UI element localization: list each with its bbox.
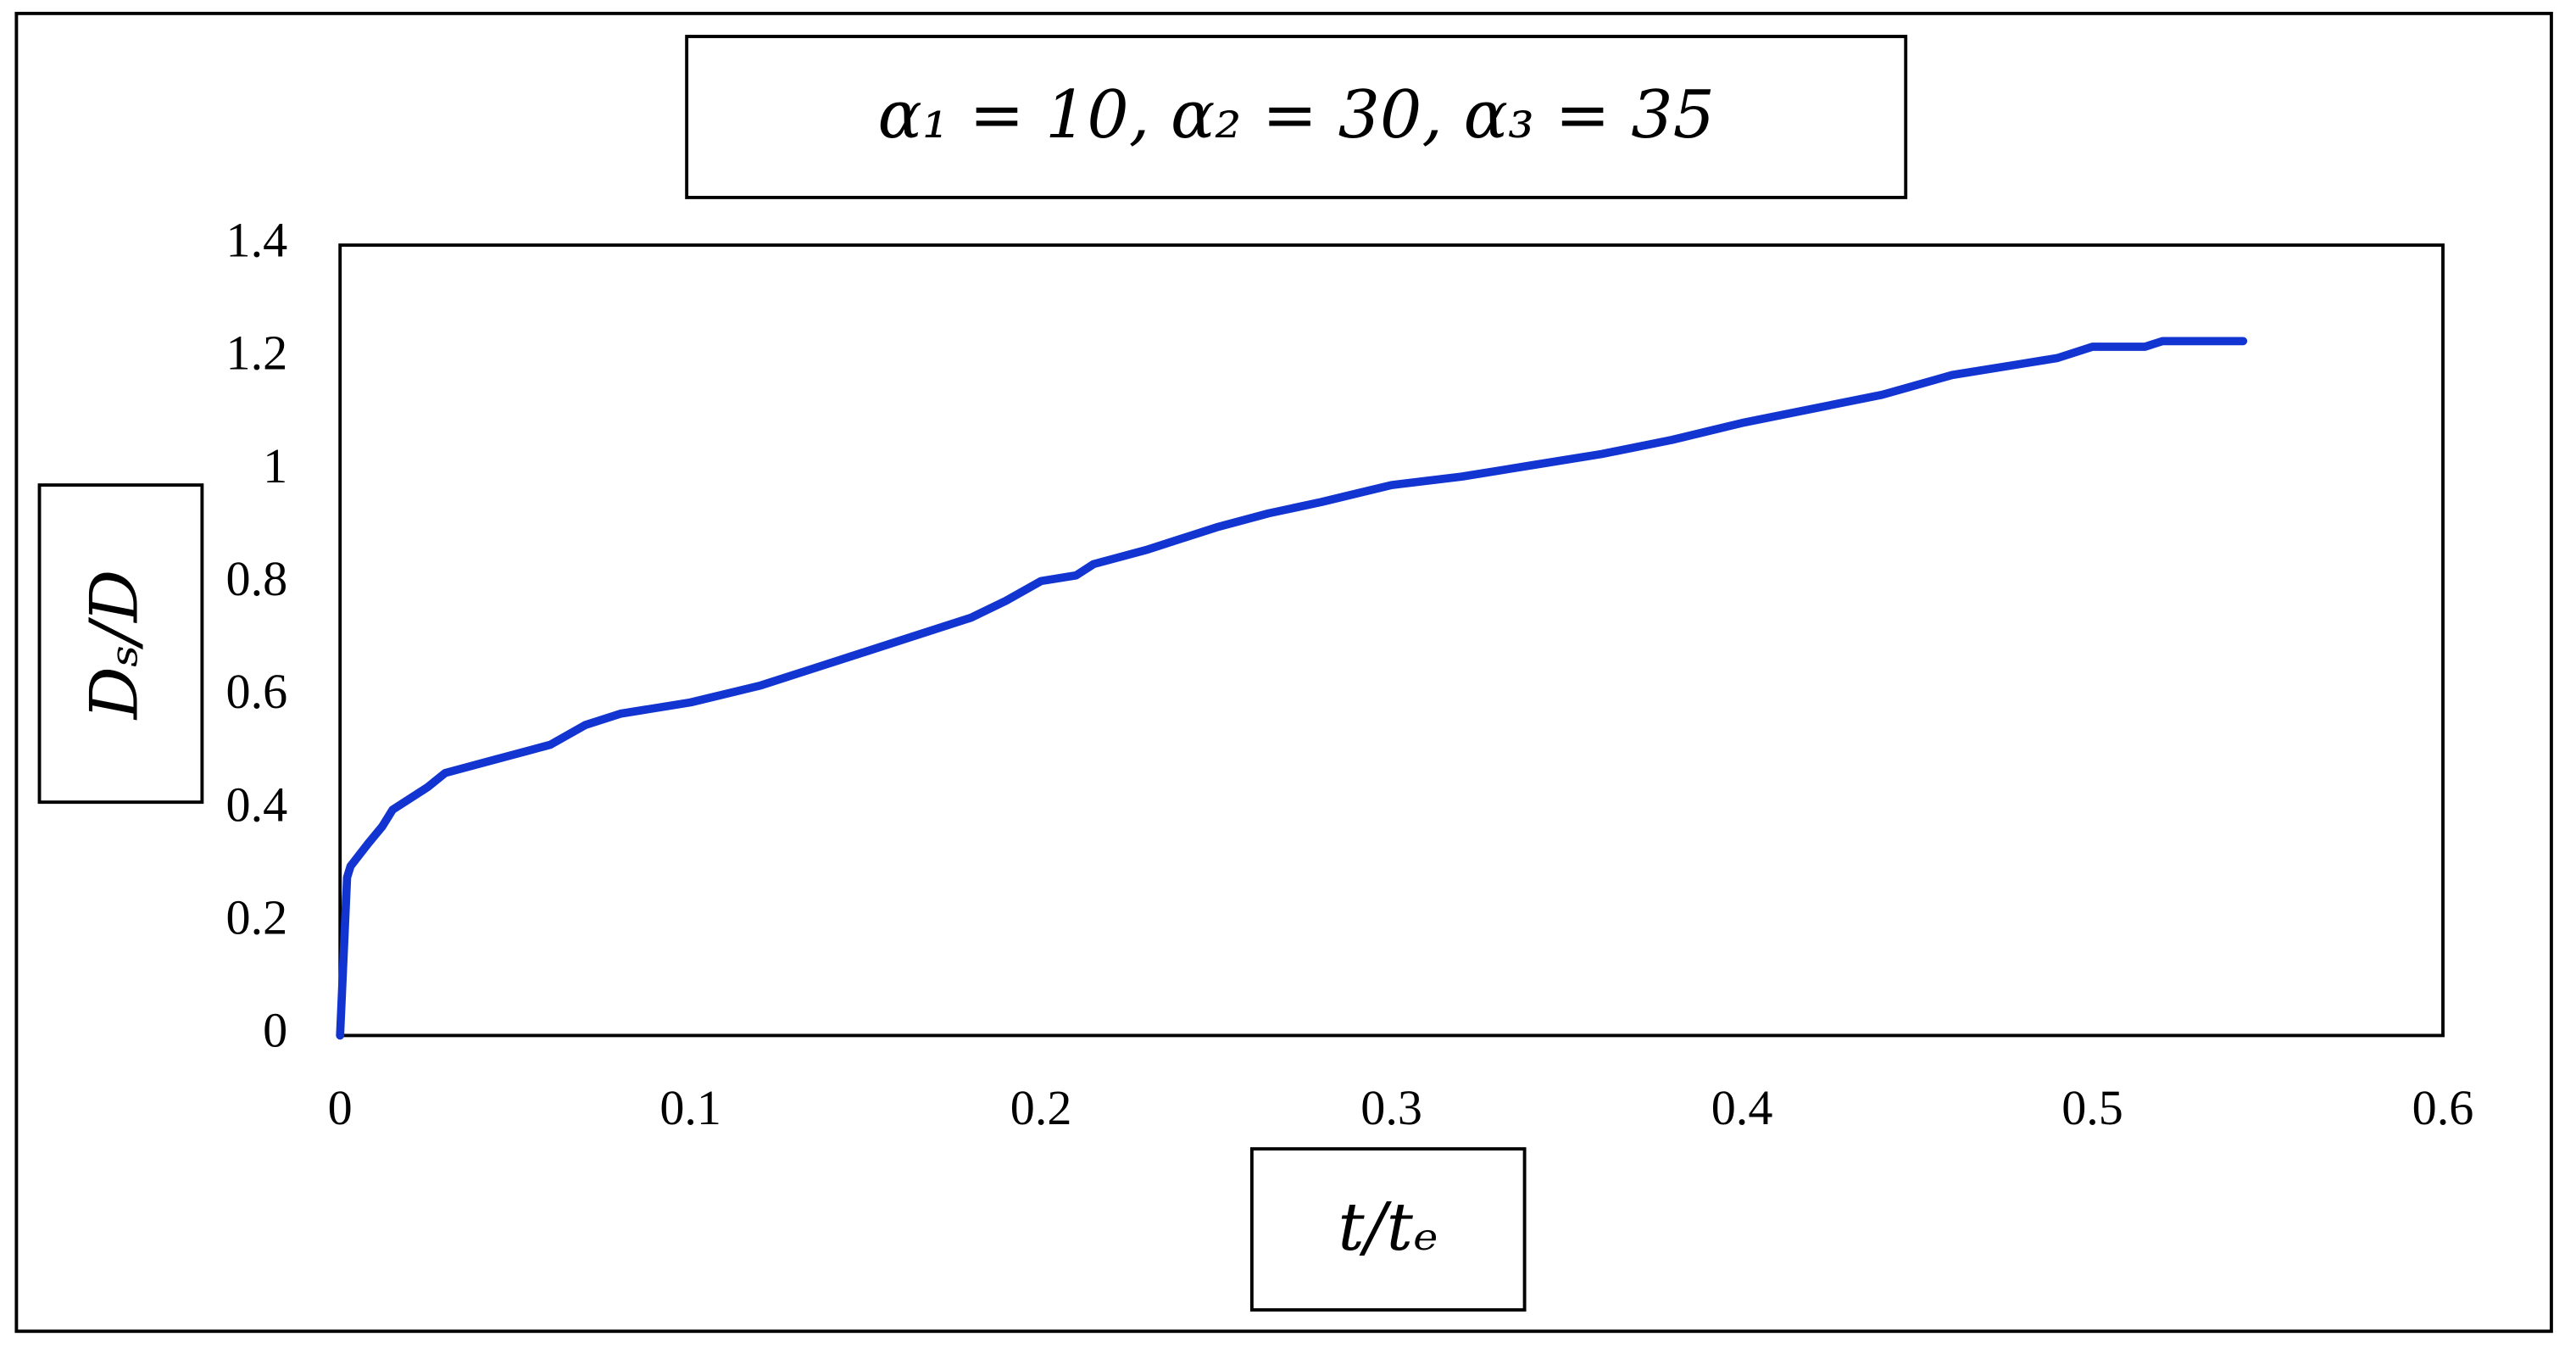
x-tick-label: 0.6 xyxy=(2412,1080,2474,1135)
x-label-box xyxy=(1249,1147,1527,1312)
y-label-box xyxy=(37,483,204,805)
outer-frame xyxy=(14,11,2553,1334)
x-axis-label: t/tₑ xyxy=(1338,1189,1438,1266)
y-tick-label: 0.8 xyxy=(226,551,288,606)
x-tick-label: 0.1 xyxy=(659,1080,721,1135)
x-tick-label: 0.2 xyxy=(1010,1080,1072,1135)
chart-title: α₁ = 10, α₂ = 30, α₃ = 35 xyxy=(877,77,1714,153)
y-tick-label: 0.4 xyxy=(226,777,288,832)
title-box xyxy=(685,35,1908,199)
y-tick-label: 1.4 xyxy=(226,212,288,267)
x-tick-label: 0.4 xyxy=(1711,1080,1773,1135)
plot-frame xyxy=(338,243,2445,1038)
data-line xyxy=(336,337,2248,1040)
y-tick-label: 0.2 xyxy=(226,890,288,945)
x-tick-label: 0.5 xyxy=(2061,1080,2123,1135)
y-tick-label: 0 xyxy=(263,1003,287,1058)
y-axis-label: Dₛ/D xyxy=(76,570,153,721)
x-tick-label: 0 xyxy=(328,1080,353,1135)
y-tick-label: 1.2 xyxy=(226,326,288,381)
y-tick-label: 0.6 xyxy=(226,664,288,719)
y-tick-label: 1 xyxy=(263,438,287,493)
x-tick-label: 0.3 xyxy=(1360,1080,1422,1135)
